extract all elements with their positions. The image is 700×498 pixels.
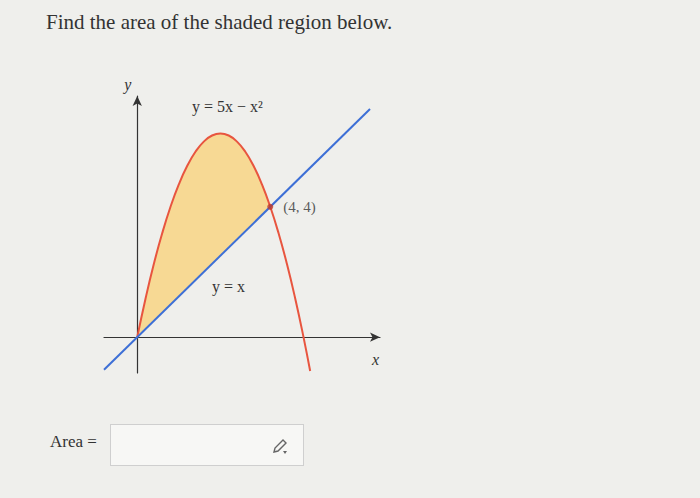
svg-text:x: x (371, 351, 379, 368)
svg-text:(4, 4): (4, 4) (283, 199, 316, 216)
html-text:Find the area of the shaded re: Find the area of the shaded region below… (46, 10, 393, 34)
svg-text:y = 5x − x²: y = 5x − x² (192, 98, 263, 116)
svg-text:y: y (122, 76, 132, 94)
svg-text:y = x: y = x (212, 278, 245, 296)
html-text:Area =: Area = (50, 432, 97, 451)
